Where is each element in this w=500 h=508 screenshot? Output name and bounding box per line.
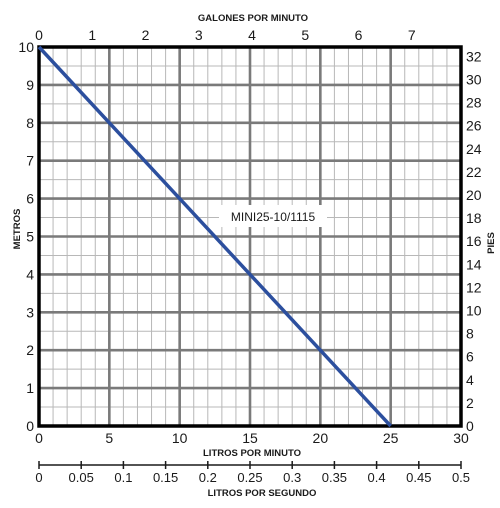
plot-frame — [37, 45, 463, 428]
left-tick-label: 6 — [26, 191, 34, 207]
top-tick-label: 0 — [35, 27, 43, 43]
secondary-tick-label: 0.15 — [153, 470, 178, 485]
left-tick-label: 10 — [18, 39, 34, 55]
bottom-axis-title: LITROS POR MINUTO — [203, 448, 301, 459]
bottom-tick-label: 15 — [242, 430, 258, 446]
top-axis-title: GALONES POR MINUTO — [198, 13, 308, 24]
top-tick-label: 4 — [248, 27, 256, 43]
right-tick-label: 2 — [466, 395, 474, 411]
top-tick-label: 5 — [301, 27, 309, 43]
right-tick-label: 18 — [466, 210, 482, 226]
left-tick-label: 2 — [26, 342, 34, 358]
secondary-tick-label: 0.05 — [69, 470, 94, 485]
top-tick-label: 7 — [408, 27, 416, 43]
bottom-tick-label: 0 — [35, 430, 43, 446]
right-tick-label: 14 — [466, 256, 482, 272]
bottom-tick-label: 10 — [172, 430, 188, 446]
left-tick-label: 0 — [26, 418, 34, 434]
top-tick-label: 6 — [355, 27, 363, 43]
right-tick-label: 4 — [466, 372, 474, 388]
secondary-tick-label: 0.3 — [283, 470, 301, 485]
secondary-tick-label: 0.1 — [114, 470, 132, 485]
left-axis-title: METROS — [12, 209, 23, 250]
curve-label: MINI25-10/1115 — [231, 210, 316, 224]
secondary-tick-label: 0.4 — [368, 470, 386, 485]
left-tick-label: 4 — [26, 266, 34, 282]
top-tick-label: 1 — [88, 27, 96, 43]
bottom-tick-label: 5 — [105, 430, 113, 446]
right-tick-label: 0 — [466, 418, 474, 434]
series-line — [37, 45, 392, 428]
right-axis-title: PIES — [486, 232, 497, 254]
right-tick-label: 16 — [466, 233, 482, 249]
plot-border — [37, 45, 463, 428]
right-tick-label: 20 — [466, 187, 482, 203]
secondary-axis: 0 0.05 0.1 0.15 0.2 0.25 0.3 0.35 0.4 0.45 0.5 — [35, 461, 470, 485]
right-tick-label: 24 — [466, 141, 482, 157]
left-tick-label: 5 — [26, 229, 34, 245]
secondary-tick-label: 0.35 — [322, 470, 347, 485]
right-tick-label: 8 — [466, 326, 474, 342]
bottom-tick-label: 20 — [313, 430, 329, 446]
top-tick-label: 2 — [142, 27, 150, 43]
secondary-tick-label: 0.2 — [199, 470, 217, 485]
secondary-tick-label: 0.5 — [452, 470, 470, 485]
curve-label-box — [219, 205, 327, 227]
left-tick-label: 1 — [26, 380, 34, 396]
left-tick-label: 7 — [26, 153, 34, 169]
top-tick-label: 3 — [195, 27, 203, 43]
left-tick-label: 3 — [26, 304, 34, 320]
secondary-tick-label: 0.45 — [406, 470, 431, 485]
series-layer — [37, 45, 392, 428]
right-tick-label: 12 — [466, 279, 482, 295]
bottom-tick-label: 25 — [383, 430, 399, 446]
right-tick-label: 32 — [466, 48, 482, 64]
secondary-tick-label: 0 — [35, 470, 42, 485]
left-tick-label: 8 — [26, 115, 34, 131]
right-tick-label: 6 — [466, 349, 474, 365]
right-tick-label: 10 — [466, 302, 482, 318]
secondary-tick-label: 0.25 — [237, 470, 262, 485]
right-tick-label: 30 — [466, 71, 482, 87]
bottom-tick-label: 30 — [453, 430, 469, 446]
right-tick-label: 22 — [466, 164, 482, 180]
right-tick-label: 26 — [466, 118, 482, 134]
right-tick-label: 28 — [466, 95, 482, 111]
secondary-bottom-axis-title: LITROS POR SEGUNDO — [208, 488, 317, 499]
left-tick-label: 9 — [26, 77, 34, 93]
